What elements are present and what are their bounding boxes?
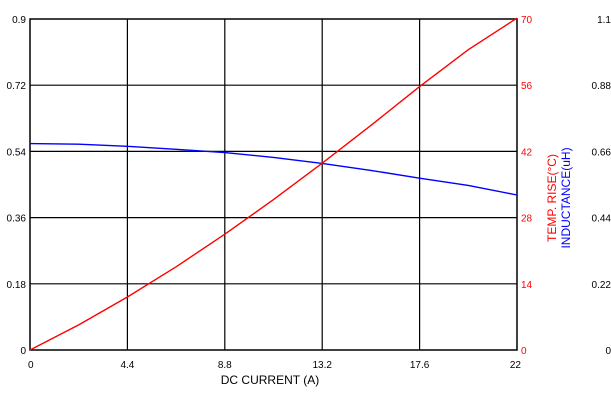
left-y-tick-label: 0 xyxy=(20,346,26,357)
x-tick-label: 4.4 xyxy=(120,360,134,371)
left-y-tick-label: 0.9 xyxy=(12,15,26,26)
x-tick-label: 13.2 xyxy=(312,360,332,371)
temp-series-line xyxy=(29,17,518,351)
x-tick-label: 8.8 xyxy=(218,360,232,371)
x-tick-label: 17.6 xyxy=(410,360,430,371)
temp-tick-label: 70 xyxy=(521,15,533,26)
x-axis-title: DC CURRENT (A) xyxy=(221,373,319,387)
inductance-series-line xyxy=(29,142,518,196)
left-y-tick-label: 0.54 xyxy=(7,147,27,158)
inductance-tick-label: 0 xyxy=(605,346,611,357)
inductance-axis-title: INDUCTANCE(uH) xyxy=(559,147,573,248)
left-y-tick-label: 0.72 xyxy=(7,81,27,92)
inductance-tick-label: 0.66 xyxy=(592,147,611,158)
x-tick-label: 22 xyxy=(510,360,522,371)
inductance-tick-label: 0.88 xyxy=(592,81,611,92)
temp-axis-title: TEMP. RISE(°C) xyxy=(545,154,559,242)
tick-labels: 0 4.4 8.8 13.2 17.6 22 0 0.18 0.36 0.54 0.72 0.9 0 14… xyxy=(7,15,611,371)
left-y-tick-label: 0.18 xyxy=(7,280,27,291)
temp-tick-label: 42 xyxy=(521,147,533,158)
inductance-tick-label: 0.22 xyxy=(592,280,611,291)
inductance-tick-label: 1.1 xyxy=(597,15,611,26)
series-group xyxy=(29,17,518,351)
x-tick-label: 0 xyxy=(28,360,34,371)
inductance-tick-label: 0.44 xyxy=(592,214,611,225)
temp-tick-label: 0 xyxy=(521,346,527,357)
temp-tick-label: 56 xyxy=(521,81,533,92)
temp-tick-label: 14 xyxy=(521,280,533,291)
left-y-tick-label: 0.36 xyxy=(7,214,27,225)
temp-tick-label: 28 xyxy=(521,214,533,225)
